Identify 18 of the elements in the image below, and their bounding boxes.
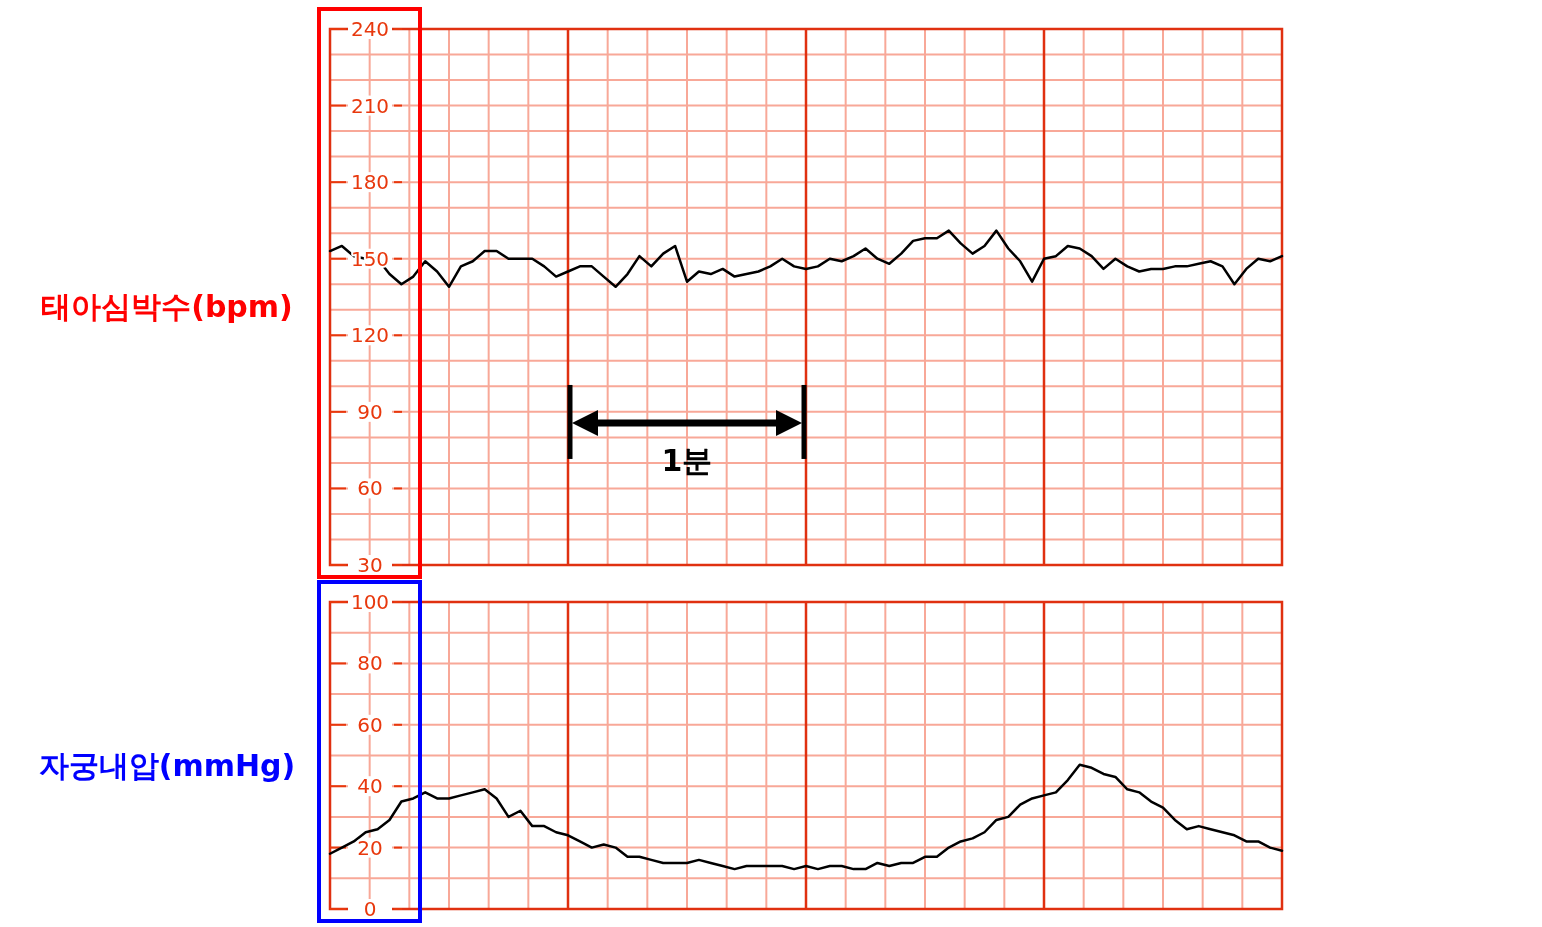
y-tick-label: 30 xyxy=(357,553,383,577)
y-tick-label: 60 xyxy=(357,712,383,737)
y-tick-label: 180 xyxy=(350,170,390,195)
y-tick-label: 210 xyxy=(350,93,390,118)
y-tick-label: 240 xyxy=(350,17,390,41)
y-axis-title: 태아심박수(bpm) xyxy=(41,289,293,324)
y-tick-label: 100 xyxy=(350,590,390,614)
y-axis-title: 자궁내압(mmHg) xyxy=(38,747,296,783)
y-tick-label: 0 xyxy=(363,897,377,921)
y-tick-label: 20 xyxy=(357,835,383,860)
y-tick-label: 120 xyxy=(350,323,390,348)
y-tick-label: 90 xyxy=(357,399,383,424)
y-tick-label: 60 xyxy=(357,476,383,501)
line-series xyxy=(328,229,1284,289)
annotation: 1분 xyxy=(661,442,713,478)
y-tick-label: 40 xyxy=(357,774,383,799)
line-series xyxy=(328,763,1284,871)
y-tick-label: 80 xyxy=(357,651,383,676)
